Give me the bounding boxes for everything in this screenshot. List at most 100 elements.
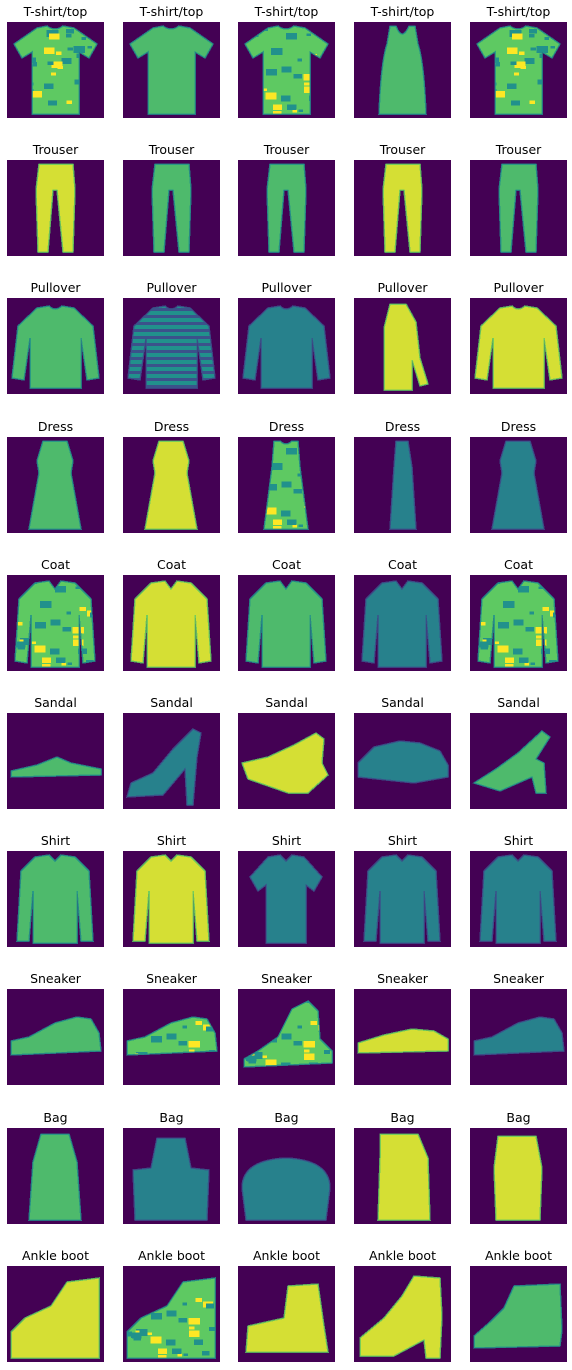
thumbnail-image — [238, 713, 335, 809]
garment-outline — [479, 854, 557, 944]
thumbnail-cell: Pullover — [470, 276, 567, 395]
thumbnail-title: Trouser — [148, 142, 195, 158]
garment-shape — [358, 741, 448, 783]
thumbnail-image — [354, 160, 451, 257]
thumbnail-image — [470, 989, 567, 1086]
thumbnail-title: Coat — [272, 556, 301, 572]
thumbnail-image — [123, 1127, 220, 1224]
garment-silhouette — [473, 1283, 563, 1349]
thumbnail-cell: Trouser — [470, 138, 567, 257]
garment-outline — [132, 854, 210, 944]
thumbnail-image — [7, 298, 104, 395]
garment-outline — [10, 1276, 100, 1359]
garment-silhouette — [244, 25, 329, 115]
garment-shape — [480, 855, 556, 944]
thumbnail-image — [470, 436, 567, 533]
thumbnail-cell: Pullover — [238, 276, 335, 395]
thumbnail-cell: Sandal — [238, 691, 335, 809]
thumbnail-cell: Dress — [470, 415, 567, 533]
garment-outline — [383, 303, 429, 392]
thumbnail-title: Dress — [500, 418, 537, 434]
garment-shape — [29, 1133, 81, 1220]
thumbnail-image — [7, 851, 104, 948]
garment-outline — [472, 730, 552, 794]
garment-silhouette — [472, 730, 552, 794]
garment-outline — [493, 1134, 543, 1221]
thumbnail-image — [238, 1265, 335, 1362]
thumbnail-cell: Sneaker — [470, 967, 567, 1086]
thumbnail-cell: Sandal — [470, 691, 567, 809]
thumbnail-image — [7, 436, 104, 533]
thumbnail-title: Sandal — [34, 695, 77, 710]
garment-silhouette — [263, 439, 309, 530]
thumbnail-cell: Sneaker — [7, 967, 104, 1086]
thumbnail-image — [7, 160, 104, 257]
garment-silhouette — [126, 1276, 216, 1359]
garment-shape — [362, 580, 442, 667]
thumbnail-title: Ankle boot — [253, 1247, 320, 1263]
thumbnail-title: Shirt — [40, 833, 71, 849]
garment-silhouette — [498, 163, 539, 253]
thumbnail-title: Bag — [390, 1109, 415, 1125]
garment-silhouette — [240, 732, 329, 794]
garment-shape — [128, 306, 215, 389]
thumbnail-title: Trouser — [32, 142, 79, 158]
thumbnail-title: Sneaker — [146, 971, 197, 987]
thumbnail-title: Bag — [159, 1109, 184, 1125]
garment-silhouette — [28, 1132, 82, 1221]
thumbnail-cell: Sneaker — [354, 967, 451, 1086]
thumbnail-image — [354, 436, 451, 533]
garment-silhouette — [266, 163, 307, 253]
thumbnail-cell: Sneaker — [238, 967, 335, 1086]
garment-outline — [129, 25, 214, 115]
thumbnail-cell: Bag — [7, 1106, 104, 1224]
garment-silhouette — [132, 1136, 210, 1221]
garment-silhouette — [129, 25, 214, 115]
garment-outline — [244, 25, 329, 115]
garment-outline — [11, 305, 100, 390]
thumbnail-cell: Trouser — [7, 138, 104, 257]
thumbnail-title: Trouser — [379, 142, 426, 158]
thumbnail-title: T-shirt/top — [370, 4, 435, 19]
garment-silhouette — [11, 305, 100, 390]
garment-shape — [364, 855, 440, 944]
thumbnail-title: Dress — [384, 418, 421, 434]
garment-silhouette — [13, 25, 98, 115]
garment-shape — [384, 304, 428, 391]
thumbnail-cell: Dress — [354, 415, 451, 533]
thumbnail-title: Coat — [157, 556, 186, 572]
garment-shape — [152, 164, 191, 253]
garment-shape — [11, 1277, 99, 1358]
garment-silhouette — [363, 854, 441, 944]
thumbnail-title: Sneaker — [261, 971, 312, 987]
thumbnail-title: Ankle boot — [369, 1247, 436, 1263]
garment-silhouette — [130, 579, 212, 668]
thumbnail-cell: Shirt — [7, 829, 104, 948]
thumbnail-title: Pullover — [30, 280, 81, 296]
thumbnail-image — [470, 298, 567, 395]
thumbnail-title: Sandal — [381, 695, 424, 710]
garment-outline — [249, 854, 323, 944]
thumbnail-image — [470, 1127, 567, 1224]
garment-outline — [357, 740, 449, 784]
garment-silhouette — [473, 1016, 565, 1057]
thumbnail-image — [354, 22, 451, 118]
garment-shape — [378, 1133, 430, 1220]
garment-outline — [476, 25, 561, 115]
thumbnail-cell: Ankle boot — [123, 1244, 220, 1362]
thumbnail-cell: Bag — [238, 1106, 335, 1224]
garment-outline — [241, 1156, 331, 1221]
thumbnail-image — [7, 1127, 104, 1224]
thumbnail-cell: Pullover — [123, 276, 220, 395]
garment-silhouette — [377, 1132, 431, 1221]
thumbnail-image — [354, 1265, 451, 1362]
garment-shape — [131, 580, 211, 667]
garment-silhouette — [479, 854, 557, 944]
thumbnail-image — [354, 298, 451, 395]
garment-outline — [125, 728, 202, 806]
thumbnail-image — [123, 22, 220, 118]
garment-shape — [11, 1017, 101, 1056]
garment-silhouette — [243, 1000, 333, 1069]
thumbnail-title: Trouser — [263, 142, 310, 158]
